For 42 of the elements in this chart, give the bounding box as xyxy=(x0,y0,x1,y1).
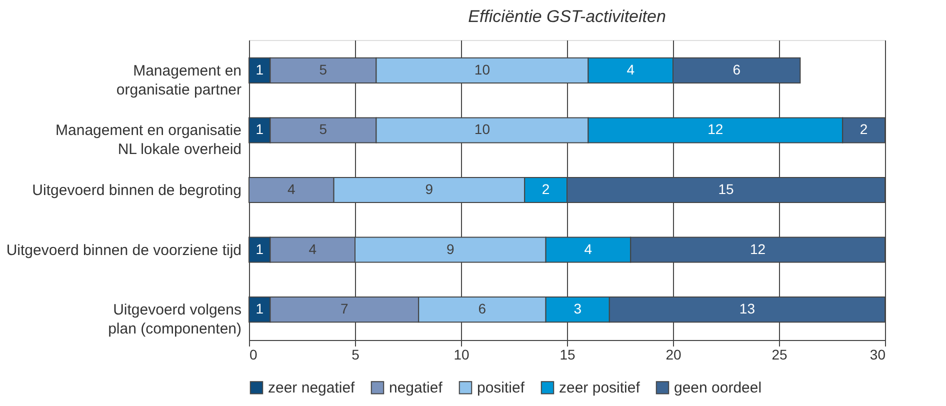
data-label: 5 xyxy=(319,121,328,138)
data-label: 5 xyxy=(319,61,328,78)
data-label: 9 xyxy=(446,240,454,257)
data-label: 1 xyxy=(256,240,264,257)
data-label: 15 xyxy=(718,181,734,197)
x-tick-label: 0 xyxy=(250,346,258,362)
y-tick-label: Uitgevoerd binnen de voorziene tijd xyxy=(6,242,242,259)
legend-label: geen oordeel xyxy=(674,380,762,397)
data-label: 9 xyxy=(425,181,434,197)
x-tick-label: 25 xyxy=(772,346,788,362)
x-tick-label: 5 xyxy=(352,346,360,362)
data-label: 4 xyxy=(308,240,317,257)
data-label: 12 xyxy=(708,121,724,138)
y-tick-label: Uitgevoerd binnen de begroting xyxy=(32,182,242,199)
data-label: 12 xyxy=(750,240,766,257)
y-tick-label: Uitgevoerd volgens plan (componenten) xyxy=(108,302,242,338)
legend-label: zeer negatief xyxy=(268,380,356,397)
chart-title: Efficiëntie GST-activiteiten xyxy=(468,7,666,26)
data-label: 10 xyxy=(474,61,490,78)
legend-label: zeer positief xyxy=(559,380,641,397)
data-label: 6 xyxy=(732,61,741,78)
data-label: 6 xyxy=(478,300,486,317)
legend-label: positief xyxy=(477,380,526,397)
data-label: 13 xyxy=(739,300,756,317)
legend-label: negatief xyxy=(389,380,444,397)
data-label: 3 xyxy=(574,300,582,317)
data-label: 1 xyxy=(256,300,264,317)
data-label: 4 xyxy=(626,61,635,78)
data-label: 2 xyxy=(542,181,550,197)
y-tick-label: Management en organisatie partner xyxy=(116,62,242,98)
data-label: 2 xyxy=(860,121,868,138)
y-tick-label: Management en organisatie NL lokale overheid xyxy=(56,122,242,158)
x-tick-label: 20 xyxy=(666,346,682,362)
x-tick-label: 10 xyxy=(454,346,470,362)
x-tick-label: 15 xyxy=(560,346,576,362)
data-label: 4 xyxy=(584,240,592,257)
x-tick-label: 30 xyxy=(870,346,886,362)
data-label: 10 xyxy=(474,121,490,138)
data-label: 1 xyxy=(256,121,264,138)
data-label: 1 xyxy=(256,61,264,78)
data-label: 7 xyxy=(340,300,348,317)
data-label: 4 xyxy=(288,181,296,197)
